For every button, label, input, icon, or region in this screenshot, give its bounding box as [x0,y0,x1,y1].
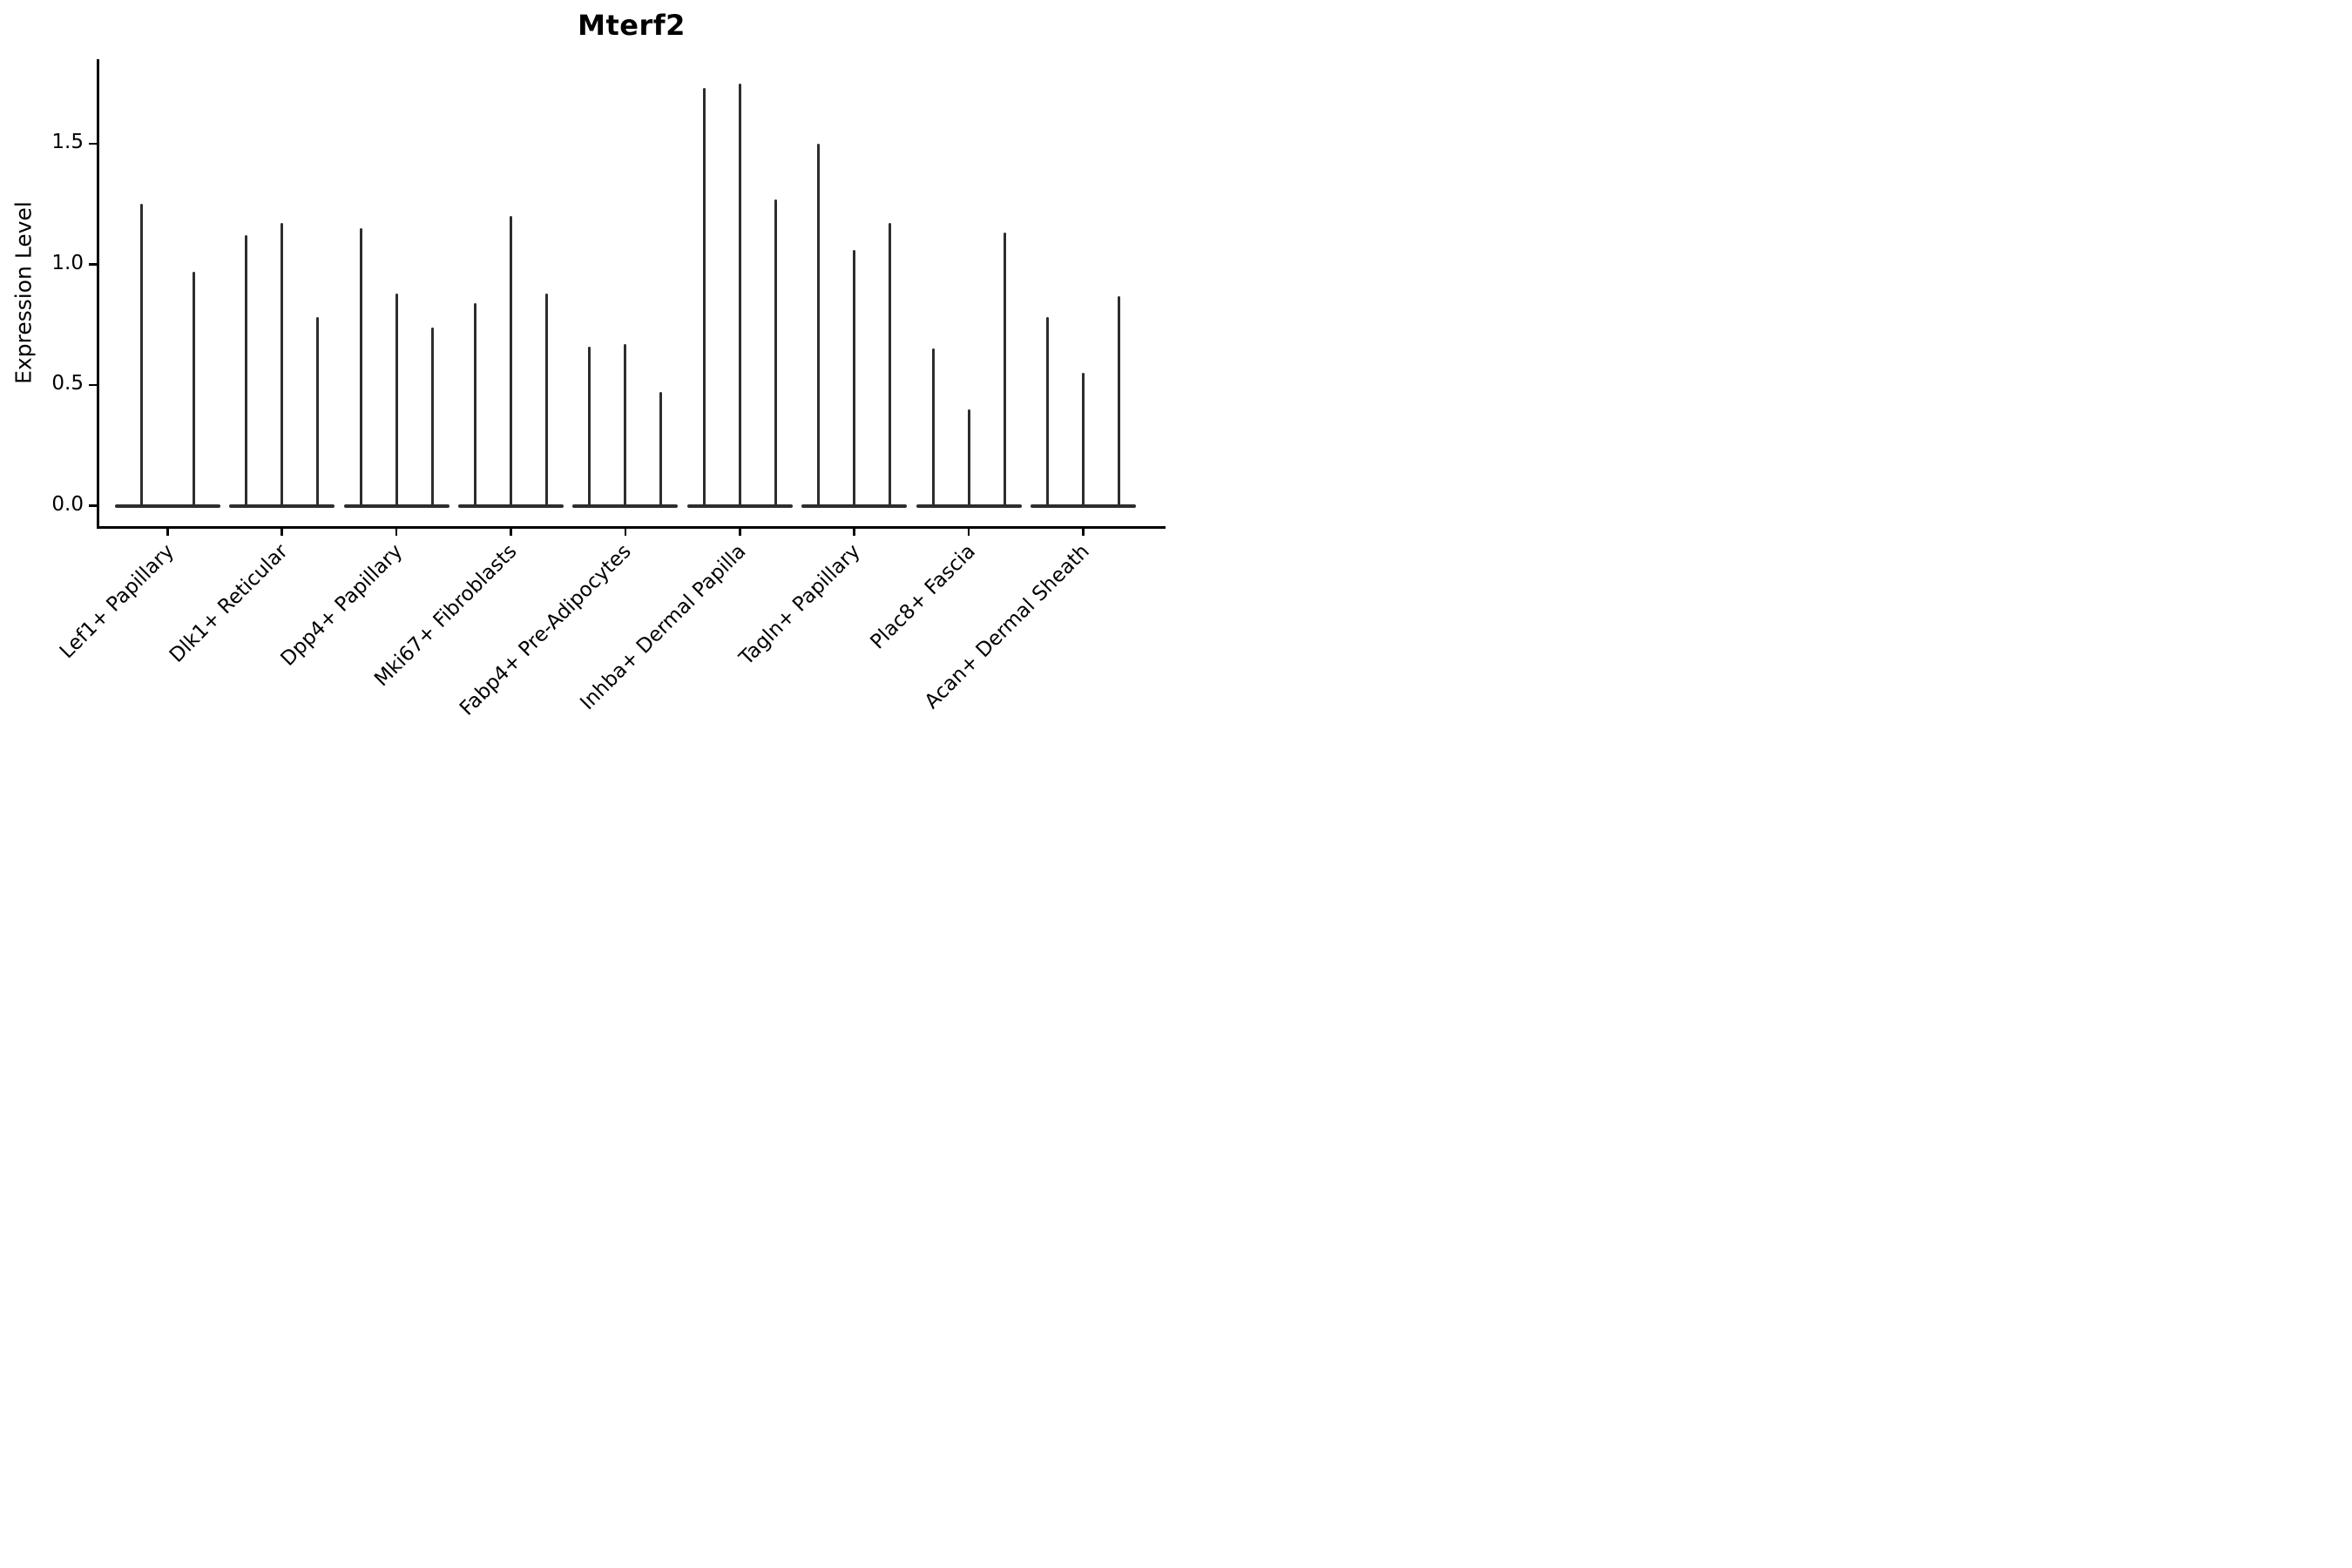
violin-spike [738,83,741,508]
y-tick-label: 1.5 [51,131,84,153]
violin-spike [430,327,434,508]
violin-spike [967,409,970,508]
x-tick-label: Tagln+ Papillary [735,540,866,670]
y-tick-label: 0.5 [51,372,84,395]
violin-spike [192,271,195,508]
violin-spike [395,293,398,508]
y-tick [89,383,97,387]
x-tick [1082,528,1085,536]
x-tick [280,528,283,536]
y-tick [89,142,97,145]
x-tick-label: Dpp4+ Papillary [276,540,408,671]
violin-spike [473,302,476,508]
violin-spike [1081,373,1085,508]
violin-spike [140,204,143,508]
y-tick [89,263,97,266]
plot-title: Mterf2 [578,9,686,42]
violin-spike [1003,233,1006,508]
x-tick [739,528,741,536]
x-tick [853,528,855,536]
violin-baseline [114,504,220,508]
violin-spike [280,223,284,508]
x-tick-label: Lef1+ Papillary [55,540,179,664]
x-tick [166,528,169,536]
x-tick-label: Dlk1+ Reticular [166,540,294,667]
violin-spike [702,88,706,508]
x-tick [624,528,627,536]
violin-spike [853,249,856,508]
violin-spike [316,317,320,508]
y-axis-spine [97,59,99,528]
violin-plot-figure: Mterf2 Expression Level 0.0 0.5 1.0 1.5 Lef1… [0,0,1176,784]
y-tick-label: 0.0 [51,492,84,516]
x-tick [510,528,512,536]
y-tick-label: 1.0 [51,251,84,274]
x-tick [967,528,970,536]
violin-spike [889,223,892,508]
violin-spike [1045,317,1049,508]
violin-spike [588,346,591,508]
y-tick [89,504,97,507]
x-tick [395,528,398,536]
violin-spike [931,348,935,508]
violin-spike [1117,295,1120,508]
x-tick-label: Plac8+ Fascia [865,540,980,654]
violin-spike [245,235,248,508]
x-axis-spine [97,526,1166,529]
y-axis-title: Expression Level [10,201,37,384]
violin-spike [659,392,663,508]
violin-spike [359,227,362,508]
violin-spike [624,343,627,508]
violin-spike [509,216,512,508]
violin-spike [544,293,548,508]
violin-spike [774,199,777,508]
violin-spike [817,144,821,508]
